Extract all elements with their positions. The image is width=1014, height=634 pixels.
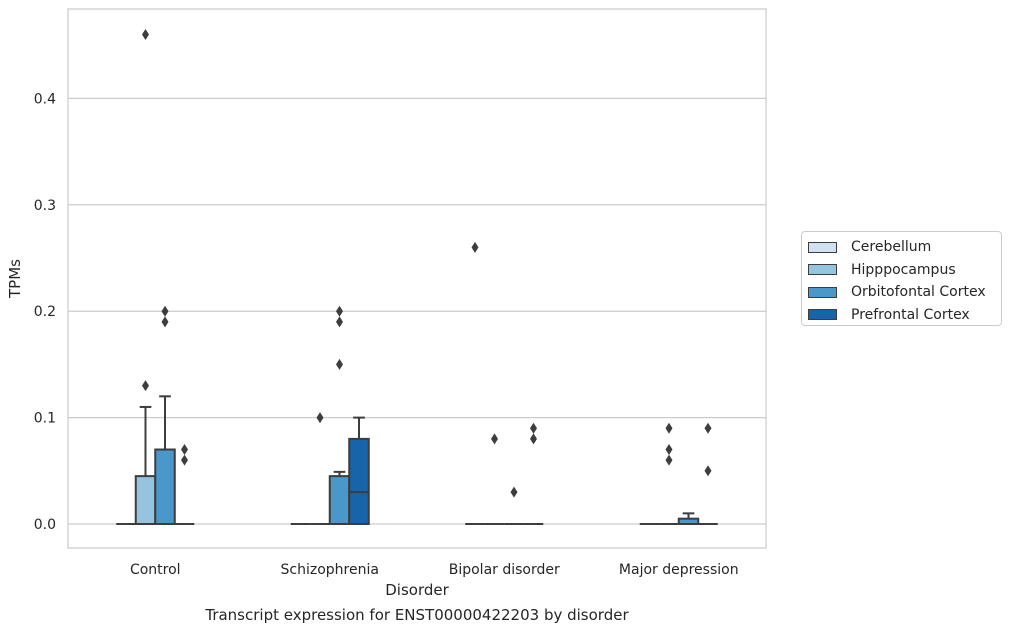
legend: Cerebellum Hipppocampus Orbitofontal Cor… xyxy=(801,231,1002,326)
legend-item-prefrontal-cortex: Prefrontal Cortex xyxy=(808,304,1001,327)
box-orbitofontal-cortex-bipolar-disorder-outlier-0 xyxy=(510,486,518,498)
box-prefrontal-cortex-bipolar-disorder-outlier-1 xyxy=(530,422,537,434)
legend-swatch-orbitofrontal-cortex xyxy=(808,286,837,298)
x-tick-labels: Control Schizophrenia Bipolar disorder Majo… xyxy=(130,562,739,578)
box-prefrontal-cortex-control-outlier-1 xyxy=(181,444,188,456)
box-plot-marks xyxy=(116,29,718,526)
plot-frame xyxy=(67,8,767,549)
box-orbitofontal-cortex-control-outlier-1 xyxy=(161,305,169,317)
box-prefrontal-cortex-control xyxy=(174,444,195,525)
x-tick-label-major-depression: Major depression xyxy=(619,562,739,578)
box-orbitofontal-cortex-schizophrenia-outlier-2 xyxy=(336,305,343,317)
box-orbitofontal-cortex-control-outlier-0 xyxy=(161,316,169,328)
legend-label-prefrontal-cortex: Prefrontal Cortex xyxy=(851,306,970,323)
legend-item-orbitofrontal-cortex: Orbitofontal Cortex xyxy=(808,281,1001,304)
box-orbitofontal-cortex-bipolar-disorder xyxy=(504,486,524,525)
x-tick-label-bipolar-disorder: Bipolar disorder xyxy=(449,562,560,578)
box-hipppocampus-control-outlier-1 xyxy=(142,29,149,41)
box-hipppocampus-major-depression-outlier-0 xyxy=(665,454,673,466)
box-prefrontal-cortex-schizophrenia-body xyxy=(348,437,370,526)
box-cerebellum-bipolar-disorder xyxy=(465,241,485,525)
y-tick-labels: 0.0 0.1 0.2 0.3 0.4 xyxy=(34,91,56,533)
legend-swatch-hippocampus xyxy=(808,264,837,276)
box-prefrontal-cortex-major-depression-outlier-0 xyxy=(704,465,712,477)
box-hipppocampus-control-outlier-0 xyxy=(142,380,149,392)
y-tick-label-2: 0.2 xyxy=(34,304,56,320)
legend-swatch-cerebellum xyxy=(808,241,837,253)
box-prefrontal-cortex-control-outlier-0 xyxy=(181,454,188,466)
y-tick-label-4: 0.4 xyxy=(34,91,56,107)
box-hipppocampus-schizophrenia-outlier-0 xyxy=(316,412,324,424)
box-prefrontal-cortex-major-depression-outlier-1 xyxy=(704,422,712,434)
box-prefrontal-cortex-schizophrenia xyxy=(348,416,370,526)
box-orbitofontal-cortex-schizophrenia xyxy=(328,305,351,525)
legend-item-cerebellum: Cerebellum xyxy=(808,236,1001,259)
legend-label-orbitofrontal-cortex: Orbitofontal Cortex xyxy=(851,284,986,301)
y-tick-label-1: 0.1 xyxy=(34,411,56,427)
box-prefrontal-cortex-bipolar-disorder-outlier-0 xyxy=(530,433,537,445)
box-orbitofontal-cortex-schizophrenia-outlier-0 xyxy=(336,358,343,370)
box-cerebellum-bipolar-disorder-outlier-0 xyxy=(471,241,479,253)
box-prefrontal-cortex-bipolar-disorder xyxy=(523,422,544,525)
y-axis-title: TPMs xyxy=(6,259,24,299)
box-hipppocampus-schizophrenia xyxy=(310,412,330,525)
box-orbitofontal-cortex-control-body xyxy=(154,448,176,525)
box-prefrontal-cortex-major-depression xyxy=(698,422,718,525)
legend-label-cerebellum: Cerebellum xyxy=(851,239,932,256)
box-hipppocampus-major-depression-outlier-1 xyxy=(665,444,673,456)
box-orbitofontal-cortex-schizophrenia-outlier-1 xyxy=(336,316,343,328)
box-orbitofontal-cortex-control xyxy=(154,305,176,525)
box-hipppocampus-control-body xyxy=(134,475,157,525)
legend-swatch-prefrontal-cortex xyxy=(808,309,837,321)
box-orbitofontal-cortex-major-depression xyxy=(677,512,700,525)
box-hipppocampus-bipolar-disorder-outlier-0 xyxy=(491,433,498,445)
x-tick-label-schizophrenia: Schizophrenia xyxy=(281,562,379,578)
box-hipppocampus-control xyxy=(134,29,157,525)
legend-label-hippocampus: Hipppocampus xyxy=(851,261,956,278)
legend-item-hippocampus: Hipppocampus xyxy=(808,259,1001,282)
box-hipppocampus-major-depression xyxy=(659,422,679,525)
box-hipppocampus-major-depression-outlier-2 xyxy=(665,422,673,434)
y-tick-label-3: 0.3 xyxy=(34,198,56,214)
x-axis-title: Disorder xyxy=(385,581,449,599)
chart-caption: Transcript expression for ENST0000042220… xyxy=(205,606,629,624)
box-hipppocampus-bipolar-disorder xyxy=(484,433,505,525)
y-tick-label-0: 0.0 xyxy=(34,517,56,533)
box-orbitofontal-cortex-schizophrenia-body xyxy=(328,475,351,525)
x-tick-label-control: Control xyxy=(130,562,181,578)
